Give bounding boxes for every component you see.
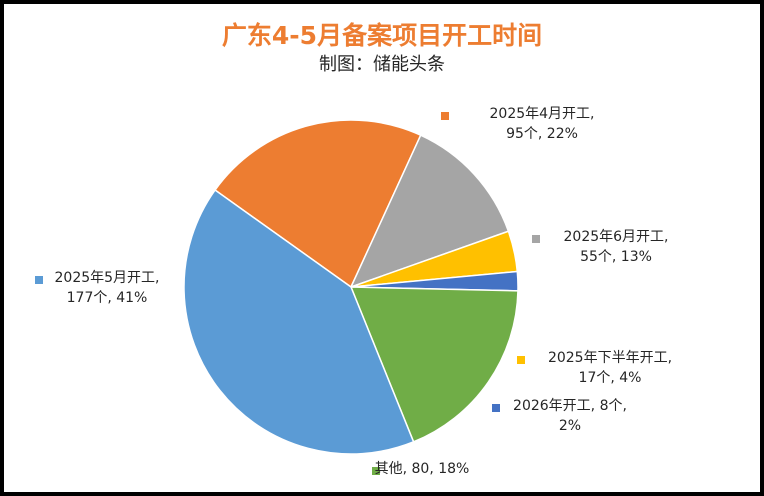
slice-label-5-line-0: 2025年5月开工, bbox=[55, 270, 160, 286]
slice-label-1-line-0: 2025年6月开工, bbox=[564, 229, 669, 245]
slice-label-3-line-0: 2026年开工, 8个, bbox=[513, 398, 627, 414]
slice-label-2: 2025年下半年开工, 17个, 4% bbox=[548, 350, 672, 386]
legend-marker-0 bbox=[441, 112, 449, 120]
chart-subtitle: 制图：储能头条 bbox=[319, 54, 445, 75]
pie-slice-1 bbox=[349, 134, 510, 289]
slice-label-3: 2026年开工, 8个, 2% bbox=[513, 398, 627, 434]
legend-marker-1 bbox=[532, 235, 540, 243]
slice-label-4: 其他, 80, 18% bbox=[375, 461, 470, 477]
slice-label-3-line-1: 2% bbox=[559, 418, 581, 434]
slice-label-2-line-0: 2025年下半年开工, bbox=[548, 350, 672, 366]
chart-title: 广东4-5月备案项目开工时间 bbox=[221, 21, 543, 50]
pie-slice-5 bbox=[183, 188, 415, 455]
legend-marker-4 bbox=[372, 467, 380, 475]
pie-slice-4 bbox=[349, 286, 519, 443]
legend-marker-3 bbox=[492, 404, 500, 412]
pie-slice-0 bbox=[213, 119, 422, 289]
slice-label-0-line-1: 95个, 22% bbox=[506, 126, 578, 142]
slice-label-5: 2025年5月开工, 177个, 41% bbox=[55, 270, 160, 306]
slice-label-0-line-0: 2025年4月开工, bbox=[490, 106, 595, 122]
legend-marker-2 bbox=[517, 356, 525, 364]
slice-label-2-line-1: 17个, 4% bbox=[579, 370, 642, 386]
slice-label-5-line-1: 177个, 41% bbox=[67, 290, 148, 306]
pie-chart: 2025年4月开工, 95个, 22%2025年6月开工, 55个, 13%2025… bbox=[35, 106, 672, 477]
slice-label-1-line-1: 55个, 13% bbox=[580, 249, 652, 265]
slice-label-4-line-0: 其他, 80, 18% bbox=[375, 461, 470, 477]
legend-marker-5 bbox=[35, 276, 43, 284]
slice-label-0: 2025年4月开工, 95个, 22% bbox=[490, 106, 595, 142]
slice-label-1: 2025年6月开工, 55个, 13% bbox=[564, 229, 669, 265]
